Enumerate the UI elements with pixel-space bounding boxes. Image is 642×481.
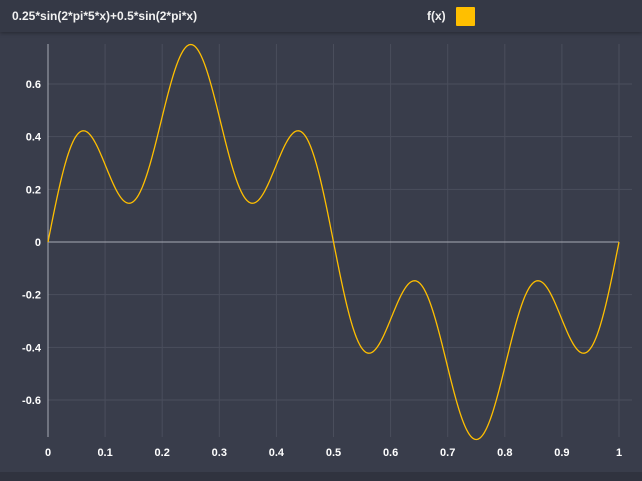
tick-labels: 0 0.1 0.2 0.3 0.4 0.5 0.6 0.7 0.8 0.9 1 0.6 0.4 0.2 0 -… bbox=[22, 79, 622, 459]
series-line-f-x bbox=[47, 43, 620, 441]
x-tick-label: 0.9 bbox=[554, 447, 569, 459]
x-tick-label: 0.3 bbox=[212, 447, 227, 459]
bottom-strip bbox=[0, 472, 642, 481]
function-expression[interactable]: 0.25*sin(2*pi*5*x)+0.5*sin(2*pi*x) bbox=[12, 9, 198, 23]
y-tick-label: -0.6 bbox=[22, 395, 41, 407]
x-tick-label: 0.7 bbox=[440, 447, 455, 459]
legend-color-swatch[interactable] bbox=[456, 7, 475, 26]
y-tick-label: 0.6 bbox=[26, 79, 41, 91]
y-tick-label: -0.2 bbox=[22, 290, 41, 302]
x-tick-label: 0.6 bbox=[383, 447, 398, 459]
x-tick-label: 0.5 bbox=[326, 447, 341, 459]
x-tick-label: 0.1 bbox=[97, 447, 112, 459]
x-tick-label: 0.8 bbox=[497, 447, 512, 459]
plot-header: 0.25*sin(2*pi*5*x)+0.5*sin(2*pi*x) f(x) bbox=[0, 0, 642, 32]
x-tick-label: 0 bbox=[45, 447, 51, 459]
y-tick-label: -0.4 bbox=[22, 342, 42, 354]
x-tick-label: 1 bbox=[616, 447, 622, 459]
x-tick-label: 0.2 bbox=[155, 447, 170, 459]
legend-label: f(x) bbox=[427, 9, 446, 23]
grid-lines bbox=[47, 44, 632, 437]
x-tick-label: 0.4 bbox=[269, 447, 285, 459]
y-tick-label: 0.2 bbox=[26, 184, 41, 196]
y-tick-label: 0.4 bbox=[26, 132, 42, 144]
y-tick-label: 0 bbox=[35, 237, 41, 249]
